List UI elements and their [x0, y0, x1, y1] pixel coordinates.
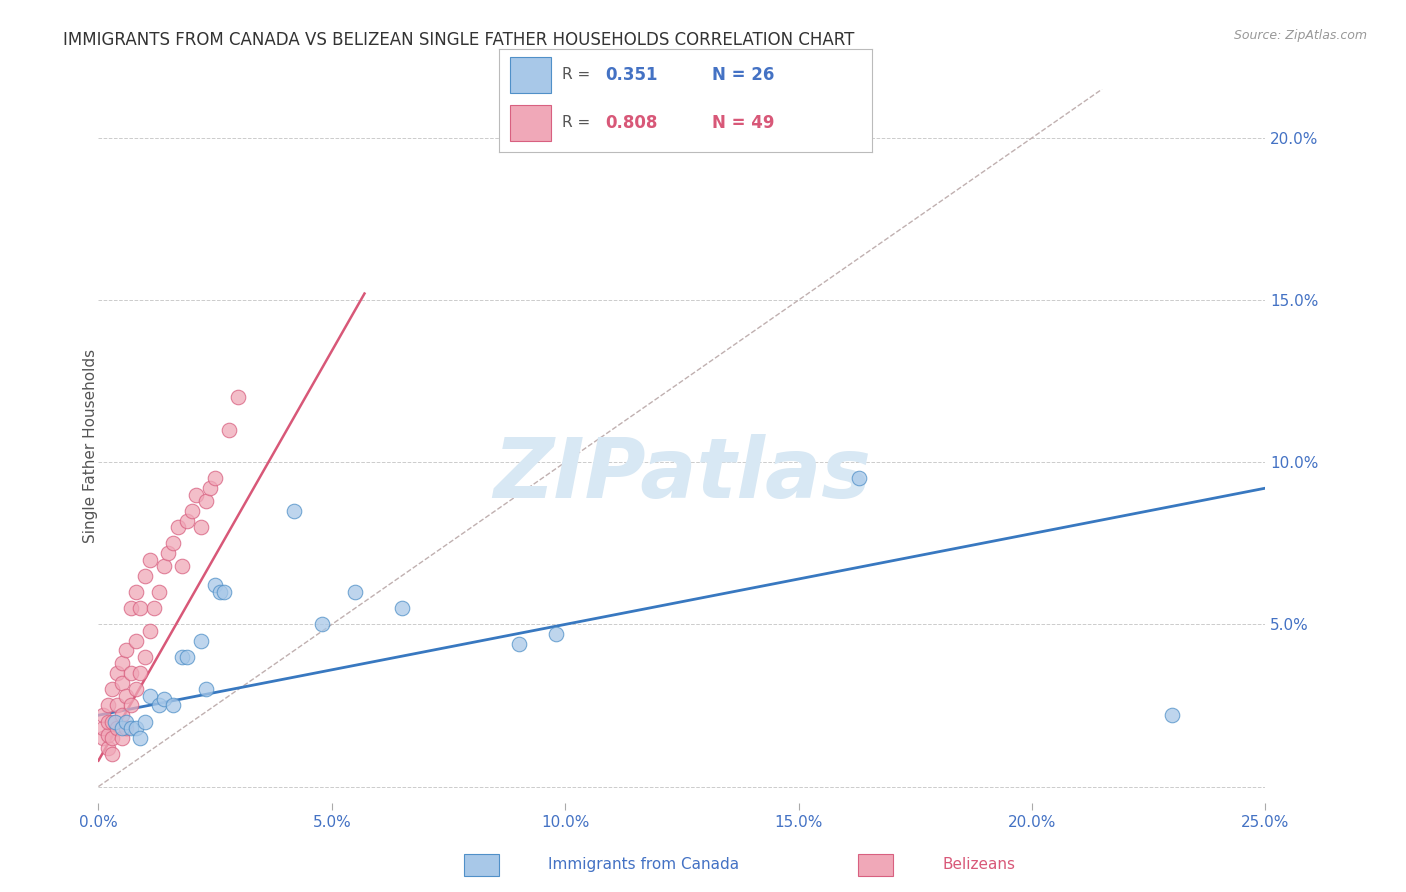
Point [129, 731, 152, 745]
Point [508, 637, 530, 651]
Point [125, 682, 148, 697]
Point [186, 488, 208, 502]
Point [283, 504, 305, 518]
Point [101, 747, 124, 761]
Point [172, 649, 194, 664]
Text: N = 49: N = 49 [711, 114, 775, 132]
Point [105, 721, 128, 735]
Point [120, 698, 142, 713]
Bar [510, 105, 551, 141]
Point [190, 633, 212, 648]
Point [115, 714, 138, 729]
Text: R =: R = [562, 115, 596, 130]
Point [143, 601, 166, 615]
Point [139, 552, 162, 566]
Point [157, 546, 180, 560]
Point [115, 643, 138, 657]
Point [125, 721, 148, 735]
Point [172, 559, 194, 574]
Point [139, 624, 162, 638]
Point [97, 740, 120, 755]
Point [134, 568, 156, 582]
Point [111, 675, 134, 690]
Point [180, 504, 202, 518]
Point [97, 714, 120, 729]
Point [129, 666, 152, 681]
Point [391, 601, 413, 615]
Point [344, 585, 367, 599]
Point [162, 698, 184, 713]
Point [848, 471, 870, 485]
Point [200, 481, 222, 495]
Point [176, 649, 198, 664]
Point [162, 536, 184, 550]
Point [111, 721, 134, 735]
Point [311, 617, 333, 632]
Y-axis label: Single Father Households: Single Father Households [83, 349, 97, 543]
Text: R =: R = [562, 67, 596, 82]
Point [544, 627, 567, 641]
Point [166, 520, 188, 534]
Point [111, 708, 134, 723]
Point [115, 689, 138, 703]
Point [204, 471, 226, 485]
Point [111, 731, 134, 745]
Point [97, 728, 120, 742]
Point [115, 721, 138, 735]
Point [101, 682, 124, 697]
Point [120, 601, 142, 615]
Text: Immigrants from Canada: Immigrants from Canada [548, 857, 740, 871]
Point [91, 721, 114, 735]
Point [228, 390, 250, 404]
Point [120, 666, 142, 681]
Point [152, 692, 174, 706]
Point [218, 423, 240, 437]
Text: 0.351: 0.351 [606, 66, 658, 84]
Point [148, 698, 170, 713]
Point [148, 585, 170, 599]
Point [91, 731, 114, 745]
Point [101, 731, 124, 745]
Point [1161, 708, 1184, 723]
Text: N = 26: N = 26 [711, 66, 773, 84]
Point [97, 698, 120, 713]
Point [214, 585, 236, 599]
Point [194, 682, 217, 697]
Bar [510, 57, 551, 93]
Point [91, 708, 114, 723]
Point [125, 633, 148, 648]
Point [104, 714, 127, 729]
Point [129, 601, 152, 615]
Point [152, 559, 174, 574]
Point [101, 714, 124, 729]
Point [190, 520, 212, 534]
Text: Belizeans: Belizeans [942, 857, 1015, 871]
Point [105, 666, 128, 681]
Text: 0.808: 0.808 [606, 114, 658, 132]
Text: IMMIGRANTS FROM CANADA VS BELIZEAN SINGLE FATHER HOUSEHOLDS CORRELATION CHART: IMMIGRANTS FROM CANADA VS BELIZEAN SINGL… [63, 31, 855, 49]
Text: ZIPatlas: ZIPatlas [494, 434, 870, 515]
Point [208, 585, 231, 599]
Point [105, 698, 128, 713]
Text: Source: ZipAtlas.com: Source: ZipAtlas.com [1233, 29, 1367, 42]
Point [176, 514, 198, 528]
Point [134, 649, 156, 664]
Point [134, 714, 156, 729]
Point [111, 657, 134, 671]
Point [120, 721, 142, 735]
Point [125, 585, 148, 599]
Point [194, 494, 217, 508]
Point [139, 689, 162, 703]
Point [204, 578, 226, 592]
